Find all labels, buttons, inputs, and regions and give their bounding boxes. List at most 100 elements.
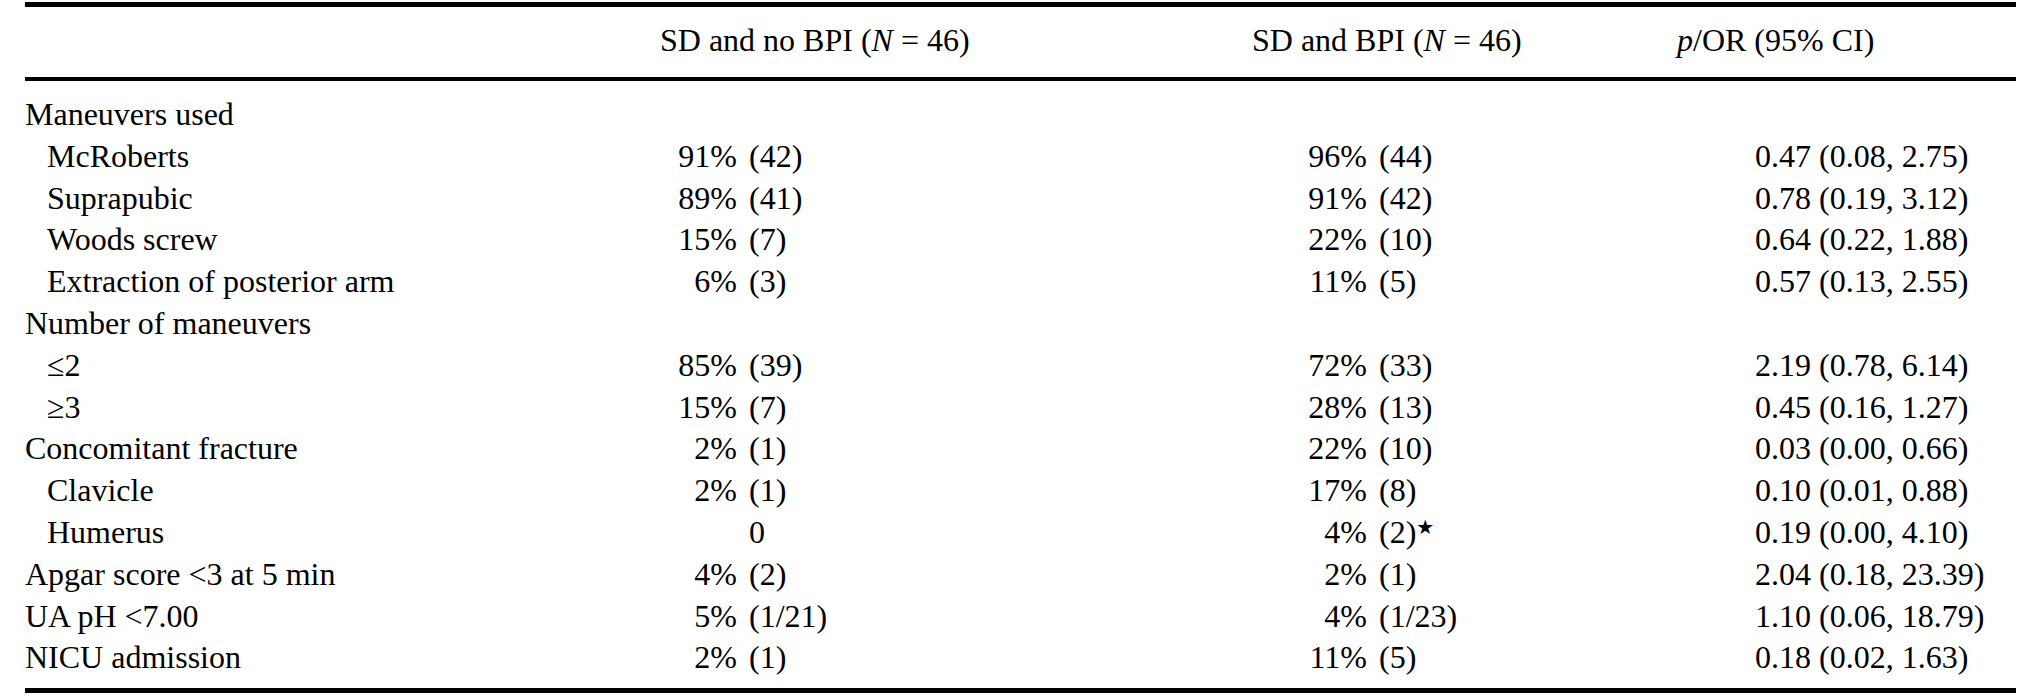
cell-bpi-pct: 4%	[1190, 596, 1367, 638]
cell-bpi-pct: 22%	[1190, 428, 1367, 470]
cell-no-bpi-pct: 2%	[560, 428, 737, 470]
row-label: Extraction of posterior arm	[47, 261, 394, 303]
header-text: SD and BPI (	[1252, 22, 1424, 58]
cell-bpi-count-group: (10)	[1379, 219, 1432, 261]
cell-bpi-count: (13)	[1379, 389, 1432, 425]
cell-bpi-count-group: (13)	[1379, 387, 1432, 429]
cell-bpi-pct: 72%	[1190, 345, 1367, 387]
cell-bpi-pct	[1190, 94, 1367, 136]
cell-bpi-pct: 11%	[1190, 637, 1367, 679]
cell-bpi-pct: 4%	[1190, 512, 1367, 554]
cell-or-ci: 0.64 (0.22, 1.88)	[1755, 219, 1968, 261]
table-row-suprapubic: Suprapubic 89% (41) 91% (42) 0.78 (0.19,…	[0, 178, 2024, 220]
cell-bpi-pct	[1190, 303, 1367, 345]
cell-bpi-pct: 22%	[1190, 219, 1367, 261]
cell-no-bpi-count: (39)	[749, 345, 802, 387]
cell-or-ci: 0.57 (0.13, 2.55)	[1755, 261, 1968, 303]
cell-bpi-count-group: (1)	[1379, 554, 1416, 596]
cell-bpi-count-group: (8)	[1379, 470, 1416, 512]
bottom-rule	[25, 688, 2016, 693]
cell-or-ci: 0.19 (0.00, 4.10)	[1755, 512, 1968, 554]
cell-bpi-pct: 11%	[1190, 261, 1367, 303]
cell-bpi-count: (10)	[1379, 221, 1432, 257]
table-row-ge3: ≥3 15% (7) 28% (13) 0.45 (0.16, 1.27)	[0, 387, 2024, 429]
cell-no-bpi-count: (1)	[749, 637, 786, 679]
cell-no-bpi-count: 0	[749, 512, 765, 554]
cell-or-ci: 0.45 (0.16, 1.27)	[1755, 387, 1968, 429]
cell-no-bpi-count: (7)	[749, 219, 786, 261]
cell-bpi-count-group: (33)	[1379, 345, 1432, 387]
header-italic-n: N	[1424, 22, 1445, 58]
cell-bpi-count-group: (5)	[1379, 261, 1416, 303]
cell-bpi-count: (2)	[1379, 514, 1416, 550]
table-row-apgar: Apgar score <3 at 5 min 4% (2) 2% (1) 2.…	[0, 554, 2024, 596]
row-label: Maneuvers used	[25, 94, 234, 136]
cell-no-bpi-pct: 15%	[560, 219, 737, 261]
cell-bpi-count: (5)	[1379, 263, 1416, 299]
row-label: Concomitant fracture	[25, 428, 298, 470]
cell-or-ci: 2.04 (0.18, 23.39)	[1755, 554, 1984, 596]
header-text: = 46)	[893, 22, 970, 58]
top-rule	[25, 2, 2016, 7]
cell-no-bpi-pct	[560, 512, 737, 554]
cell-no-bpi-pct: 5%	[560, 596, 737, 638]
cell-no-bpi-pct: 15%	[560, 387, 737, 429]
cell-no-bpi-count: (1/21)	[749, 596, 827, 638]
table-row-le2: ≤2 85% (39) 72% (33) 2.19 (0.78, 6.14)	[0, 345, 2024, 387]
cell-or-ci: 0.18 (0.02, 1.63)	[1755, 637, 1968, 679]
cell-bpi-count: (1)	[1379, 556, 1416, 592]
cell-no-bpi-count: (7)	[749, 387, 786, 429]
table-row-number-of-maneuvers: Number of maneuvers	[0, 303, 2024, 345]
column-header-sd-bpi: SD and BPI (N = 46)	[1252, 10, 1522, 70]
cell-or-ci: 0.03 (0.00, 0.66)	[1755, 428, 1968, 470]
row-label: McRoberts	[47, 136, 189, 178]
cell-bpi-pct: 17%	[1190, 470, 1367, 512]
cell-bpi-count: (44)	[1379, 138, 1432, 174]
table-row-clavicle: Clavicle 2% (1) 17% (8) 0.10 (0.01, 0.88…	[0, 470, 2024, 512]
cell-bpi-count: (10)	[1379, 430, 1432, 466]
cell-no-bpi-pct	[560, 303, 737, 345]
table-row-concomitant-fracture: Concomitant fracture 2% (1) 22% (10) 0.0…	[0, 428, 2024, 470]
cell-no-bpi-count: (1)	[749, 428, 786, 470]
table-header-row: SD and no BPI (N = 46) SD and BPI (N = 4…	[0, 10, 2024, 70]
cell-no-bpi-pct: 2%	[560, 470, 737, 512]
cell-bpi-count: (8)	[1379, 472, 1416, 508]
header-text: = 46)	[1445, 22, 1522, 58]
cell-no-bpi-count: (1)	[749, 470, 786, 512]
cell-no-bpi-count: (2)	[749, 554, 786, 596]
cell-bpi-count-group: (1/23)	[1379, 596, 1457, 638]
row-label: Humerus	[47, 512, 164, 554]
cell-no-bpi-pct: 2%	[560, 637, 737, 679]
cell-bpi-count: (42)	[1379, 180, 1432, 216]
cell-or-ci: 2.19 (0.78, 6.14)	[1755, 345, 1968, 387]
column-header-p-or-ci: p/OR (95% CI)	[1677, 10, 1874, 70]
cell-bpi-count: (1/23)	[1379, 598, 1457, 634]
cell-no-bpi-count: (3)	[749, 261, 786, 303]
row-label: ≤2	[47, 345, 81, 387]
header-italic-p: p	[1677, 22, 1693, 58]
cell-or-ci: 1.10 (0.06, 18.79)	[1755, 596, 1984, 638]
table-row-maneuvers-used: Maneuvers used	[0, 94, 2024, 136]
cell-bpi-count-group: (10)	[1379, 428, 1432, 470]
table-row-mcroberts: McRoberts 91% (42) 96% (44) 0.47 (0.08, …	[0, 136, 2024, 178]
cell-no-bpi-pct: 6%	[560, 261, 737, 303]
paper-table: SD and no BPI (N = 46) SD and BPI (N = 4…	[0, 0, 2024, 698]
header-rule	[25, 77, 2016, 81]
cell-or-ci: 0.47 (0.08, 2.75)	[1755, 136, 1968, 178]
table-row-woods-screw: Woods screw 15% (7) 22% (10) 0.64 (0.22,…	[0, 219, 2024, 261]
table-body: Maneuvers used McRoberts 91% (42) 96% (4…	[0, 94, 2024, 679]
row-label: Apgar score <3 at 5 min	[25, 554, 335, 596]
cell-no-bpi-pct	[560, 94, 737, 136]
cell-bpi-count-group: (42)	[1379, 178, 1432, 220]
row-label: ≥3	[47, 387, 81, 429]
cell-bpi-count: (5)	[1379, 639, 1416, 675]
cell-no-bpi-pct: 91%	[560, 136, 737, 178]
cell-bpi-count-group: (2)★	[1379, 512, 1434, 554]
row-label: Number of maneuvers	[25, 303, 311, 345]
cell-no-bpi-pct: 4%	[560, 554, 737, 596]
row-label: Suprapubic	[47, 178, 193, 220]
cell-bpi-pct: 2%	[1190, 554, 1367, 596]
row-label: UA pH <7.00	[25, 596, 199, 638]
cell-or-ci: 0.10 (0.01, 0.88)	[1755, 470, 1968, 512]
header-text: /OR (95% CI)	[1693, 22, 1874, 58]
